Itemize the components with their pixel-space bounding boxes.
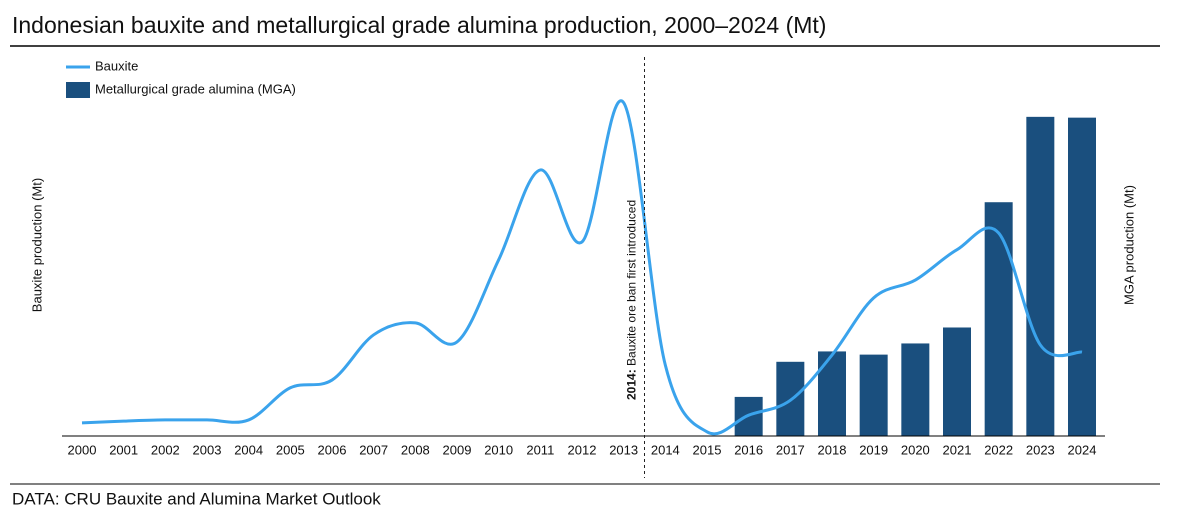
x-tick-label: 2023 (1026, 442, 1055, 457)
x-tick-label: 2015 (693, 442, 722, 457)
x-tick-label: 2004 (234, 442, 263, 457)
bar (818, 351, 846, 436)
x-tick-label: 2013 (609, 442, 638, 457)
x-tick-label: 2001 (109, 442, 138, 457)
x-tick-label: 2018 (818, 442, 847, 457)
bar (901, 343, 929, 436)
y2-axis-label: MGA production (Mt) (1121, 185, 1136, 305)
x-tick-label: 2021 (943, 442, 972, 457)
y-axis-label: Bauxite production (Mt) (29, 178, 44, 312)
x-tick-label: 2024 (1068, 442, 1097, 457)
line (82, 101, 1082, 434)
x-tick-label: 2012 (568, 442, 597, 457)
x-tick-label: 2009 (443, 442, 472, 457)
bar (1026, 117, 1054, 436)
x-tick-label: 2006 (318, 442, 347, 457)
x-tick-label: 2014 (651, 442, 680, 457)
bar (985, 202, 1013, 436)
chart: Indonesian bauxite and metallurgical gra… (0, 0, 1178, 520)
source: DATA: CRU Bauxite and Alumina Market Out… (12, 489, 381, 508)
legend-swatch (66, 82, 90, 98)
x-tick-label: 2003 (193, 442, 222, 457)
x-tick-label: 2007 (359, 442, 388, 457)
legend-label: Metallurgical grade alumina (MGA) (95, 81, 296, 96)
x-tick-label: 2016 (734, 442, 763, 457)
bar (1068, 118, 1096, 436)
x-tick-label: 2002 (151, 442, 180, 457)
legend-label: Bauxite (95, 58, 138, 73)
x-tick-label: 2020 (901, 442, 930, 457)
x-tick-label: 2000 (68, 442, 97, 457)
x-tick-label: 2017 (776, 442, 805, 457)
x-tick-label: 2011 (526, 442, 554, 457)
annotation: 2014: Bauxite ore ban first introduced (625, 200, 639, 400)
chart-title: Indonesian bauxite and metallurgical gra… (12, 12, 826, 38)
x-tick-label: 2010 (484, 442, 513, 457)
annotation-text: Bauxite ore ban first introduced (625, 200, 639, 369)
x-tick-label: 2005 (276, 442, 305, 457)
x-tick-label: 2008 (401, 442, 430, 457)
bar (943, 327, 971, 436)
x-tick-label: 2022 (984, 442, 1013, 457)
annotation-label: 2014: (625, 369, 639, 400)
x-tick-label: 2019 (859, 442, 888, 457)
bar (860, 355, 888, 436)
